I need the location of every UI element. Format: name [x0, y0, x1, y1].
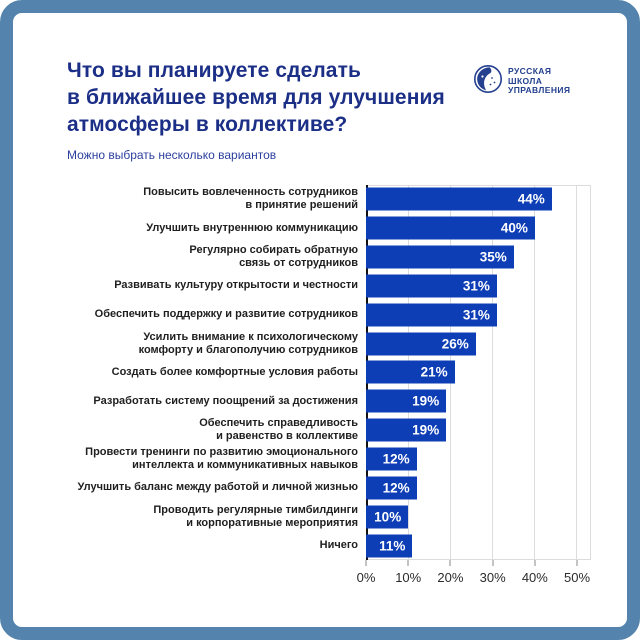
bar-track: 26%	[366, 329, 591, 358]
title-line-2: в ближайшее время для улучшения	[67, 86, 445, 109]
category-label: Обеспечить справедливость и равенство в …	[199, 417, 358, 443]
bar-track: 31%	[366, 272, 591, 301]
category-label: Ничего	[319, 539, 358, 552]
category-label: Развивать культуру открытости и честност…	[114, 279, 358, 292]
bar-value-label: 10%	[374, 509, 402, 525]
category-label: Улучшить внутреннюю коммуникацию	[146, 221, 358, 234]
bar-value-label: 40%	[500, 220, 528, 236]
bar-track: 44%	[366, 185, 591, 214]
x-tick-label: 50%	[564, 570, 591, 585]
chart-row: Усилить внимание к психологическому комф…	[67, 329, 591, 358]
bar-chart: Повысить вовлеченность сотрудников в при…	[67, 185, 591, 585]
logo-text-line-1: РУССКАЯ	[508, 66, 552, 77]
face-in-circle-icon	[473, 64, 503, 99]
chart-row: Создать более комфортные условия работы 2…	[67, 358, 591, 387]
chart-row: Развивать культуру открытости и честност…	[67, 272, 591, 301]
category-label: Регулярно собирать обратную связь от сот…	[189, 244, 358, 270]
bar: 26%	[366, 332, 476, 356]
title-line-3: атмосферы в коллективе?	[67, 113, 348, 136]
bar: 12%	[366, 476, 417, 500]
bar-value-label: 44%	[517, 191, 545, 207]
bar-track: 19%	[366, 387, 591, 416]
x-tick-label: 30%	[479, 570, 506, 585]
bar-track: 31%	[366, 300, 591, 329]
bar: 19%	[366, 418, 447, 442]
bar-track: 21%	[366, 358, 591, 387]
x-tick-mark	[407, 560, 409, 566]
logo: РУССКАЯ ШКОЛА УПРАВЛЕНИЯ	[473, 64, 570, 99]
x-tick-label: 40%	[521, 570, 548, 585]
chart-subtitle: Можно выбрать несколько вариантов	[67, 148, 277, 162]
category-label: Усилить внимание к психологическому комф…	[138, 330, 358, 356]
bar-value-label: 11%	[379, 538, 406, 554]
logo-text-line-3: УПРАВЛЕНИЯ	[508, 85, 571, 96]
category-label: Улучшить баланс между работой и личной ж…	[77, 481, 359, 494]
category-label: Провести тренинги по развитию эмоциональ…	[85, 446, 358, 472]
x-tick-mark	[449, 560, 451, 566]
gridline	[534, 186, 536, 559]
bar-value-label: 21%	[420, 364, 448, 380]
bar-track: 40%	[366, 214, 591, 243]
logo-text-line-2: ШКОЛА	[508, 75, 543, 86]
category-label: Повысить вовлеченность сотрудников в при…	[143, 186, 358, 212]
x-tick-mark	[576, 560, 578, 566]
chart-row: Обеспечить поддержку и развитие сотрудни…	[67, 300, 591, 329]
x-tick-mark	[534, 560, 536, 566]
x-axis: 0% 10% 20% 30% 40% 50%	[357, 560, 591, 600]
bar-value-label: 31%	[462, 278, 490, 294]
chart-row: Провести тренинги по развитию эмоциональ…	[67, 445, 591, 474]
page-title: Что вы планируете сделать в ближайшее вр…	[67, 57, 445, 138]
category-label: Создать более комфортные условия работы	[111, 365, 358, 378]
bar: 35%	[366, 245, 514, 269]
bar: 12%	[366, 447, 417, 471]
bar: 11%	[366, 534, 413, 558]
category-label: Проводить регулярные тимбилдинги и корпо…	[153, 503, 358, 529]
chart-header: Что вы планируете сделать в ближайшее вр…	[67, 57, 445, 162]
chart-row: Регулярно собирать обратную связь от сот…	[67, 243, 591, 272]
title-line-1: Что вы планируете сделать	[67, 59, 361, 82]
bar: 21%	[366, 360, 455, 384]
category-label: Разработать систему поощрений за достиже…	[93, 394, 358, 407]
chart-row: Обеспечить справедливость и равенство в …	[67, 416, 591, 445]
logo-text: РУССКАЯ ШКОЛА УПРАВЛЕНИЯ	[508, 67, 570, 96]
bar-track: 11%	[366, 531, 591, 560]
bar-value-label: 31%	[462, 307, 490, 323]
chart-rows: Повысить вовлеченность сотрудников в при…	[67, 185, 591, 560]
bar-value-label: 19%	[412, 422, 440, 438]
bar: 40%	[366, 216, 535, 240]
bar-value-label: 12%	[382, 480, 410, 496]
bar-track: 12%	[366, 473, 591, 502]
chart-row: Проводить регулярные тимбилдинги и корпо…	[67, 502, 591, 531]
bar: 19%	[366, 389, 447, 413]
chart-row: Улучшить внутреннюю коммуникацию 40%	[67, 214, 591, 243]
bar-value-label: 12%	[382, 451, 410, 467]
x-tick-label: 20%	[437, 570, 464, 585]
gridline	[576, 186, 578, 559]
chart-row: Ничего 11%	[67, 531, 591, 560]
bar: 31%	[366, 303, 497, 327]
gridline	[492, 186, 494, 559]
chart-row: Повысить вовлеченность сотрудников в при…	[67, 185, 591, 214]
x-tick-label: 10%	[395, 570, 422, 585]
bar-value-label: 26%	[441, 336, 469, 352]
bar-value-label: 19%	[412, 393, 440, 409]
x-tick-mark	[365, 560, 367, 566]
chart-row: Улучшить баланс между работой и личной ж…	[67, 473, 591, 502]
bar: 44%	[366, 187, 552, 211]
bar-track: 10%	[366, 502, 591, 531]
bar-track: 12%	[366, 445, 591, 474]
bar-track: 19%	[366, 416, 591, 445]
category-label: Обеспечить поддержку и развитие сотрудни…	[94, 308, 358, 321]
x-tick-label: 0%	[356, 570, 376, 585]
bar-track: 35%	[366, 243, 591, 272]
bar: 10%	[366, 505, 409, 529]
bar: 31%	[366, 274, 497, 298]
bar-value-label: 35%	[479, 249, 507, 265]
chart-row: Разработать систему поощрений за достиже…	[67, 387, 591, 416]
x-tick-mark	[492, 560, 494, 566]
